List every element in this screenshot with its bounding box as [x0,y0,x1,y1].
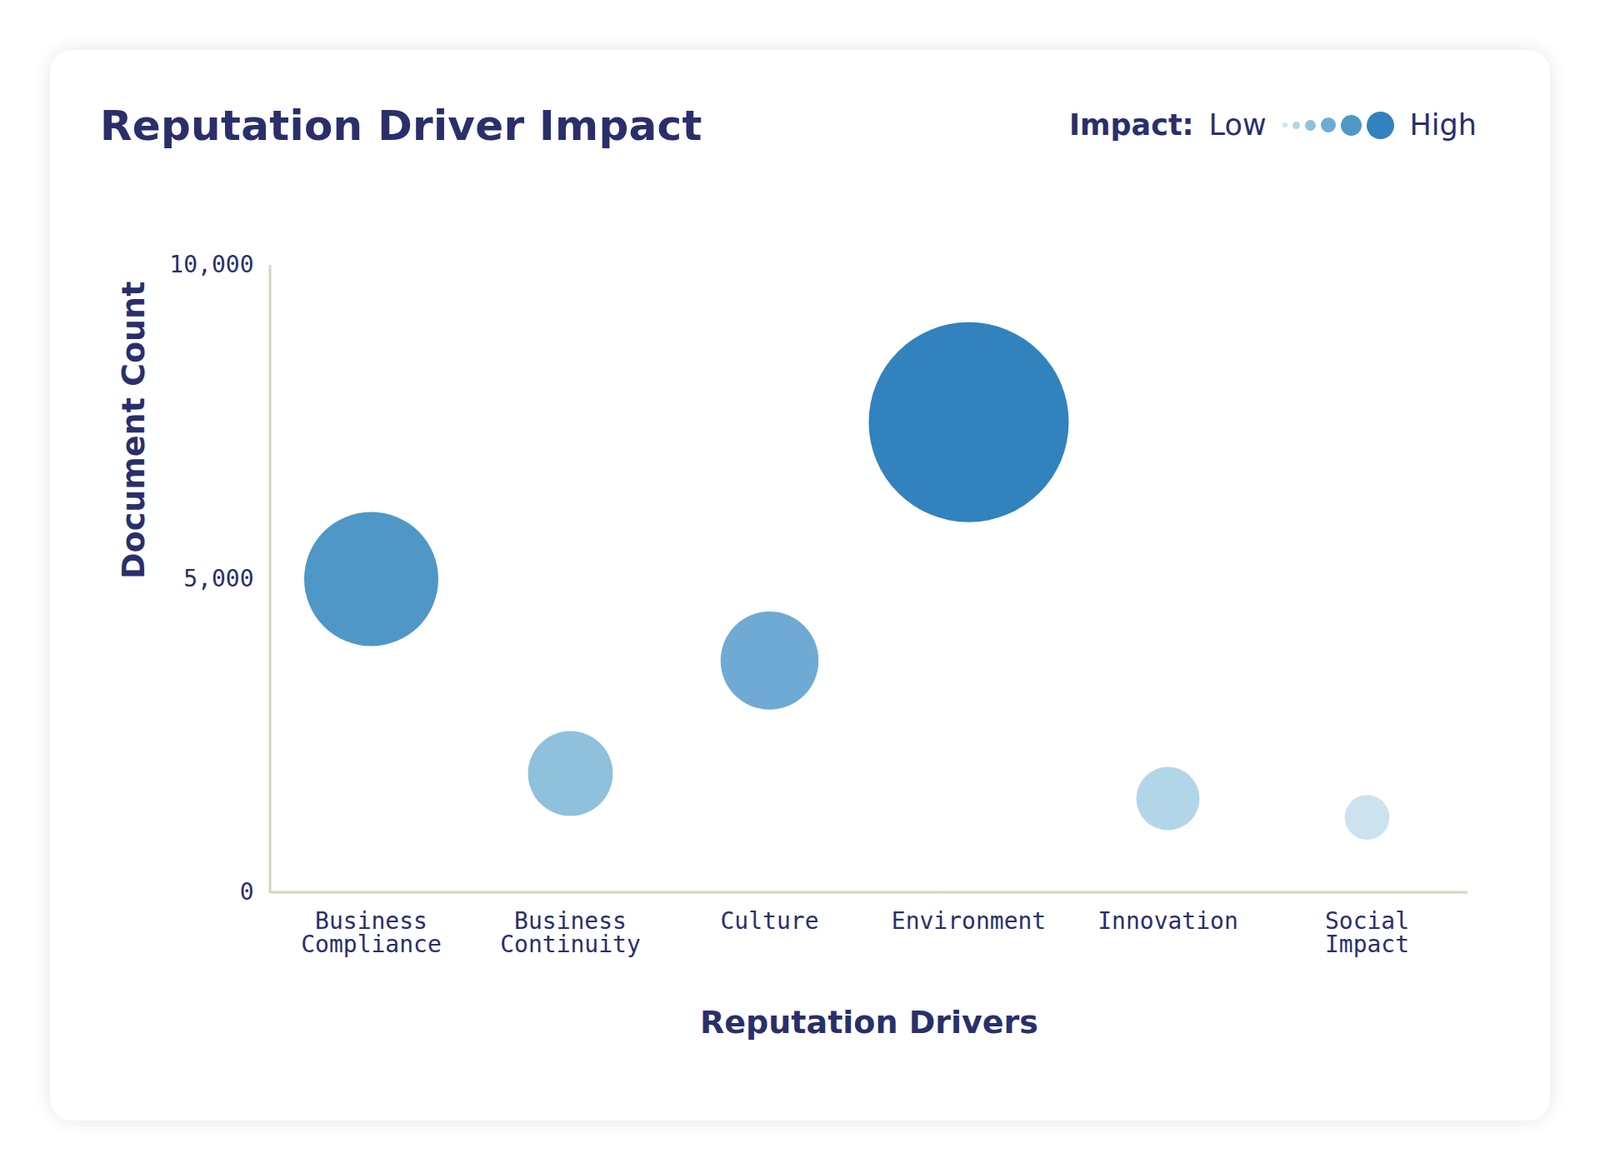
html-text:Reputation Driver Impact: Reputation Driver Impact [100,101,703,150]
svg-text:Reputation Drivers: Reputation Drivers [700,1004,1039,1041]
svg-text:SocialImpact: SocialImpact [1325,907,1410,959]
svg-text:BusinessCompliance: BusinessCompliance [300,907,442,959]
svg-text:0: 0 [240,878,255,906]
html-text:Low: Low [1208,108,1267,142]
svg-text:5,000: 5,000 [183,565,254,593]
svg-text:10,000: 10,000 [169,250,254,279]
svg-text:Innovation: Innovation [1097,907,1239,935]
html-text:Impact:: Impact: [1069,108,1194,142]
html-text:High: High [1409,108,1477,142]
svg-text:BusinessContinuity: BusinessContinuity [500,907,641,959]
svg-text:Document Count: Document Count [115,281,152,580]
svg-text:Environment: Environment [891,907,1046,935]
svg-text:Culture: Culture [720,907,819,935]
